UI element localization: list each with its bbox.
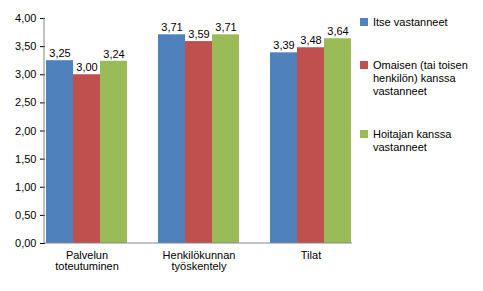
svg-text:Tilat: Tilat [301,249,321,261]
svg-text:3,59: 3,59 [188,28,209,40]
svg-text:1,50: 1,50 [15,153,36,165]
svg-text:2,50: 2,50 [15,96,36,108]
svg-text:3,24: 3,24 [103,48,124,60]
html-text:Hoitajan kanssa vastanneet: Hoitajan kanssa vastanneet [373,128,452,153]
svg-text:3,48: 3,48 [300,34,321,46]
svg-text:1,00: 1,00 [15,181,36,193]
html-text:Itse vastanneet: Itse vastanneet [373,16,448,28]
svg-text:3,25: 3,25 [49,47,70,59]
svg-text:3,71: 3,71 [215,21,236,33]
svg-text:3,50: 3,50 [15,40,36,52]
svg-text:Palveluntoteutuminen: Palveluntoteutuminen [55,249,119,272]
svg-text:3,00: 3,00 [15,68,36,80]
svg-text:3,39: 3,39 [273,39,294,51]
svg-text:3,64: 3,64 [327,25,348,37]
svg-text:3,00: 3,00 [76,61,97,73]
svg-text:2,00: 2,00 [15,125,36,137]
svg-text:4,00: 4,00 [15,12,36,24]
svg-text:3,71: 3,71 [161,21,182,33]
html-text:Omaisen (tai toisen henkilön): Omaisen (tai toisen henkilön) kanssa vas… [373,59,468,97]
svg-text:0,50: 0,50 [15,209,36,221]
svg-text:0,00: 0,00 [15,237,36,249]
svg-text:Henkilökunnantyöskentely: Henkilökunnantyöskentely [163,249,236,272]
